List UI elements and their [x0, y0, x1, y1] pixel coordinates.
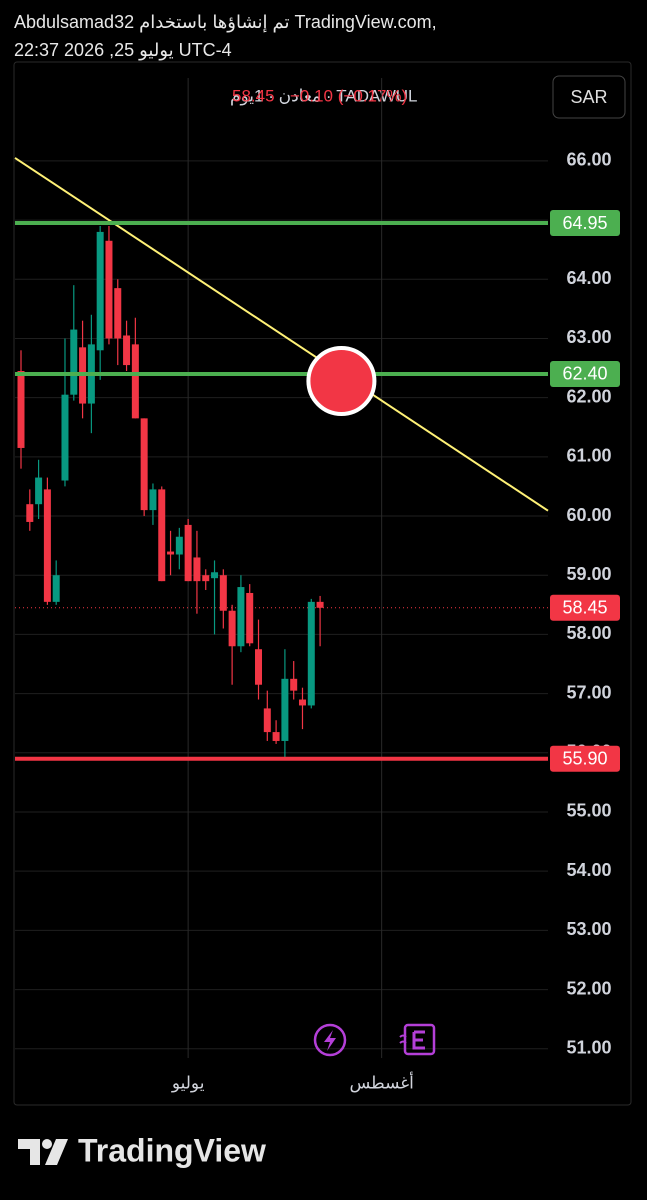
candle-body: [175, 536, 183, 555]
candle-body: [255, 649, 263, 685]
y-tick-label: 58.00: [566, 623, 611, 643]
price-badge-label: 55.90: [562, 748, 607, 768]
candle-body: [263, 708, 271, 733]
header-line: Abdulsamad32 تم إنشاؤها باستخدام Trading…: [14, 12, 437, 32]
brand-logo: [18, 1139, 68, 1165]
candle-body: [281, 678, 289, 741]
price-badge: [550, 210, 620, 237]
candle-body: [158, 489, 166, 582]
candle-body: [202, 575, 210, 582]
y-tick-label: 54.00: [566, 860, 611, 880]
candle-body: [105, 240, 113, 339]
candle-body: [43, 489, 51, 602]
plot-layer: 51.0052.0053.0054.0055.0056.0057.0058.00…: [14, 78, 620, 1092]
candle-body: [219, 575, 227, 611]
y-tick-label: 64.00: [566, 268, 611, 288]
brand-name: TradingView: [78, 1132, 266, 1168]
price-badge-label: 62.40: [562, 364, 607, 384]
candle-body: [114, 288, 122, 339]
candle-body: [193, 557, 201, 582]
y-tick-label: 62.00: [566, 386, 611, 406]
alert-marker: [306, 345, 377, 416]
currency-button[interactable]: [552, 75, 626, 119]
chart-frame: [13, 61, 632, 1106]
y-tick-label: 57.00: [566, 682, 611, 702]
x-tick-label: أغسطس: [349, 1071, 413, 1092]
candle-body: [140, 418, 148, 511]
header-price: 58.45: [232, 86, 275, 105]
price-badge: [550, 745, 620, 772]
candle-body: [35, 477, 43, 505]
x-tick-label: يوليو: [171, 1073, 205, 1092]
candle-body: [184, 524, 192, 582]
candle-body: [52, 575, 60, 602]
y-tick-label: 66.00: [566, 150, 611, 170]
y-tick-label: 52.00: [566, 978, 611, 998]
y-tick-label: 63.00: [566, 327, 611, 347]
header-change: −0.10 (−0.17%): [290, 86, 407, 105]
candle-body: [17, 371, 25, 448]
trendline: [14, 157, 549, 512]
y-tick-label: 61.00: [566, 446, 611, 466]
candle-body: [237, 587, 245, 647]
candle-body: [246, 592, 254, 644]
earnings-icon[interactable]: [399, 1023, 436, 1056]
candle-body: [307, 601, 315, 706]
price-badge: [550, 594, 620, 621]
candle-body: [131, 344, 139, 419]
candle-body: [61, 394, 69, 481]
y-tick-label: 60.00: [566, 505, 611, 525]
candle-body: [298, 699, 306, 706]
candle-body: [123, 335, 131, 366]
lightning-icon[interactable]: [313, 1023, 347, 1057]
y-tick-label: 55.00: [566, 801, 611, 821]
candle-body: [272, 732, 280, 741]
candle-body: [96, 231, 104, 351]
candle-body: [167, 551, 175, 555]
y-tick-label: 59.00: [566, 564, 611, 584]
candle-body: [290, 678, 298, 691]
price-badge-label: 64.95: [562, 213, 607, 233]
header-line: 22:37 2026 ,25 يوليو UTC-4: [14, 40, 232, 60]
currency-label[interactable]: SAR: [570, 87, 607, 107]
candle-body: [316, 601, 324, 608]
candle-body: [228, 610, 236, 647]
price-badge-label: 58.45: [562, 598, 607, 618]
candle-body: [211, 572, 219, 579]
candle-body: [70, 329, 78, 395]
y-tick-label: 53.00: [566, 919, 611, 939]
y-tick-label: 51.00: [566, 1038, 611, 1058]
candle-body: [26, 504, 34, 522]
price-badge: [550, 360, 620, 387]
symbol-info: TADAWUL · معادن · 1يوم: [230, 86, 418, 105]
candle-body: [149, 489, 157, 511]
